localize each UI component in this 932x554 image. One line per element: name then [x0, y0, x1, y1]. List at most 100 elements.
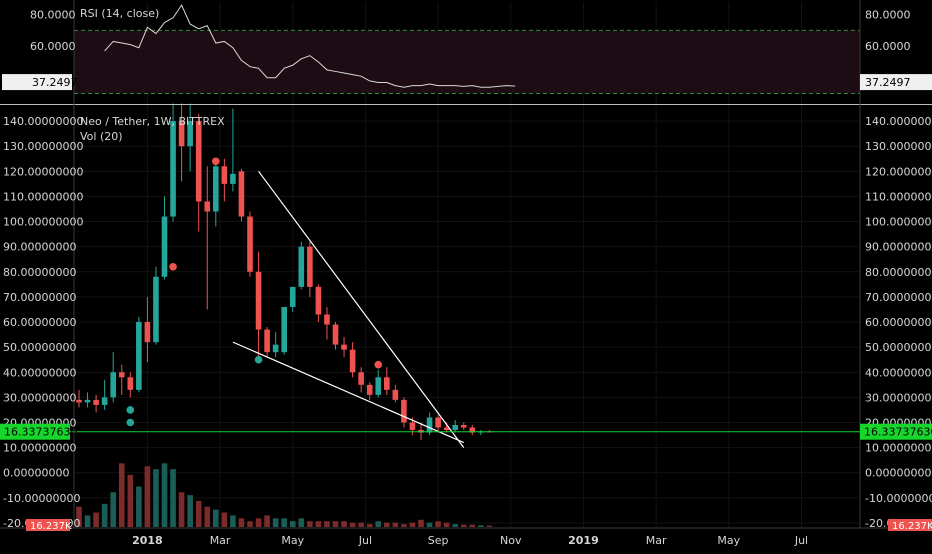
price-tick-label-left: 100.00000000: [3, 216, 83, 229]
candle-body[interactable]: [341, 344, 347, 350]
price-tick-label-left: 90.00000000: [3, 241, 76, 254]
chart-overlays: [0, 157, 932, 448]
volume-bar: [264, 515, 270, 527]
candle-body[interactable]: [460, 425, 467, 428]
volume-bar: [178, 492, 185, 527]
candle-body[interactable]: [435, 417, 441, 428]
candle-body[interactable]: [332, 324, 339, 345]
volume-bar: [93, 512, 99, 527]
volume-bar: [349, 522, 356, 527]
candle-body[interactable]: [349, 349, 356, 373]
candle-body[interactable]: [443, 427, 450, 431]
time-tick-label: Jul: [794, 534, 808, 547]
price-tick-label-right: 110.00000000: [865, 190, 932, 203]
candle-body[interactable]: [375, 377, 382, 395]
volume-indicator-label: Vol (20): [80, 130, 123, 143]
volume-bar: [358, 522, 364, 527]
candle-body[interactable]: [204, 201, 211, 212]
volume-bar: [469, 524, 476, 527]
volume-bar: [84, 515, 91, 527]
volume-bar: [384, 522, 390, 527]
candle-body[interactable]: [307, 246, 313, 287]
rsi-current-label: 37.2497: [32, 76, 78, 89]
rsi-pane[interactable]: [74, 4, 860, 95]
rsi-current-label: 37.2497: [865, 76, 911, 89]
time-tick-label: May: [717, 534, 740, 547]
current-price-label: 16.33737630: [4, 426, 77, 439]
trendline[interactable]: [232, 341, 464, 444]
candle-body[interactable]: [213, 166, 219, 212]
price-tick-label-left: 50.00000000: [3, 341, 76, 354]
candle-body[interactable]: [426, 417, 433, 433]
candle-body[interactable]: [187, 121, 193, 147]
price-tick-label-right: 60.00000000: [865, 316, 932, 329]
candle-body[interactable]: [409, 422, 416, 431]
candle-body[interactable]: [358, 372, 364, 385]
price-tick-label-left: 130.00000000: [3, 140, 83, 153]
volume-bar: [204, 506, 211, 527]
volume-bar: [144, 466, 151, 527]
candle-body[interactable]: [392, 389, 399, 400]
candle-body[interactable]: [136, 322, 142, 390]
price-tick-label-right: 90.00000000: [865, 241, 932, 254]
candle-body[interactable]: [289, 286, 296, 307]
trendline[interactable]: [258, 170, 465, 448]
candle-body[interactable]: [93, 399, 99, 405]
candle-body[interactable]: [401, 399, 407, 423]
volume-bar: [170, 469, 176, 527]
candle-body[interactable]: [153, 276, 159, 343]
candle-body[interactable]: [170, 121, 176, 217]
candle-body[interactable]: [366, 384, 373, 395]
volume-bar: [161, 463, 168, 527]
volume-value-badge: [26, 519, 70, 531]
candle-body[interactable]: [127, 377, 134, 390]
candle-body[interactable]: [324, 314, 330, 325]
rsi-tick-label-left: 80.0000: [30, 9, 76, 22]
volume-bar: [76, 506, 82, 527]
candle-body[interactable]: [230, 173, 236, 184]
candle-body[interactable]: [452, 425, 458, 431]
grid-lines: [74, 2, 860, 528]
time-tick-label: Mar: [210, 534, 231, 547]
candle-body[interactable]: [238, 171, 245, 217]
candle-body[interactable]: [195, 121, 202, 202]
candle-body[interactable]: [255, 271, 262, 330]
candle-body[interactable]: [178, 121, 185, 147]
volume-bar: [375, 521, 382, 527]
price-tick-label-right: -10.00000000: [865, 492, 932, 505]
time-axis[interactable]: 2018 Mar May Jul Sep Nov 2019 Mar May Jul: [132, 534, 808, 547]
candle-body[interactable]: [384, 377, 390, 390]
candle-body[interactable]: [110, 372, 116, 398]
candle-body[interactable]: [315, 286, 322, 315]
volume-bar: [298, 518, 305, 527]
candle-body[interactable]: [84, 399, 91, 403]
time-tick-label: Mar: [646, 534, 667, 547]
volume-value-badge: [888, 519, 932, 531]
volume-bar: [289, 521, 296, 527]
time-tick-label: 2019: [568, 534, 599, 547]
candle-body[interactable]: [272, 344, 279, 353]
candle-body[interactable]: [264, 329, 270, 353]
current-price-badge: [860, 423, 932, 440]
volume-bar: [195, 500, 202, 527]
candle-body[interactable]: [281, 306, 287, 353]
sell-signal-marker: [374, 360, 383, 369]
volume-bar: [409, 522, 416, 527]
price-tick-label-right: 40.00000000: [865, 366, 932, 379]
candle-body[interactable]: [469, 427, 476, 433]
candle-body[interactable]: [221, 166, 228, 184]
price-candles[interactable]: [76, 103, 493, 441]
candle-body[interactable]: [101, 397, 108, 405]
candle-body[interactable]: [247, 216, 253, 272]
candle-body[interactable]: [144, 322, 151, 343]
volume-bar: [272, 518, 279, 527]
candle-body[interactable]: [161, 216, 168, 277]
volume-bar: [281, 518, 287, 527]
volume-bar: [307, 521, 313, 527]
candle-body[interactable]: [76, 399, 82, 403]
candle-body[interactable]: [118, 372, 125, 378]
candle-body[interactable]: [298, 246, 305, 287]
volume-bar: [486, 525, 493, 527]
